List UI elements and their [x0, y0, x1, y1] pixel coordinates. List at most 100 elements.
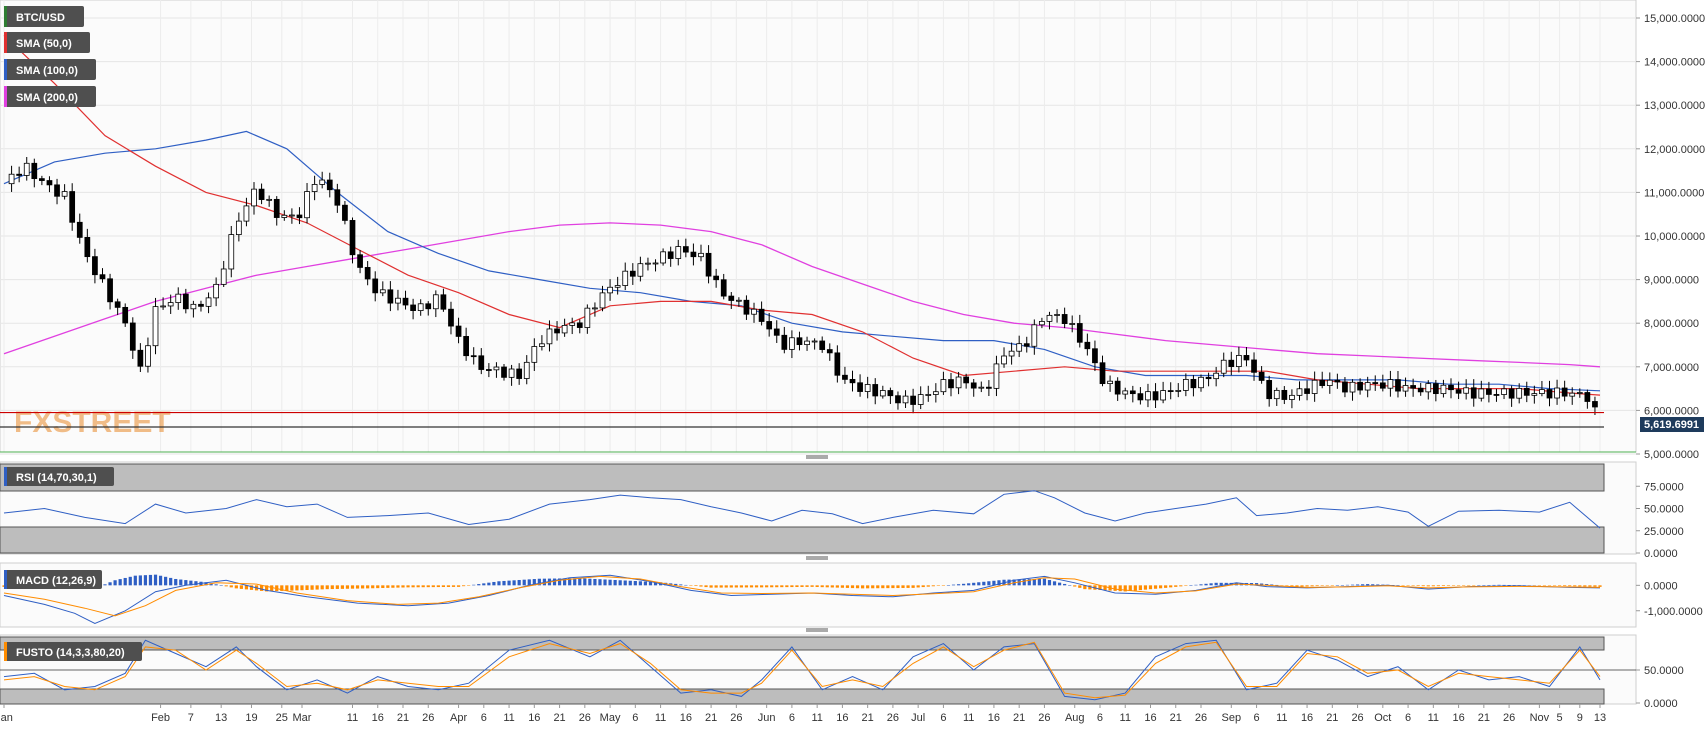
macd-bar — [366, 585, 370, 589]
panel-splitter[interactable] — [806, 556, 828, 560]
macd-bar — [810, 585, 814, 587]
macd-bar — [1406, 585, 1410, 586]
candle-body — [705, 252, 712, 277]
candle-body — [137, 349, 144, 367]
indicator-badge-fusto[interactable]: FUSTO (14,3,3,80,20) — [4, 642, 142, 661]
panel-splitter[interactable] — [806, 455, 828, 459]
macd-bar — [527, 579, 531, 586]
candle-body — [1493, 394, 1500, 396]
x-tick-label: 7 — [188, 712, 194, 724]
candle-body — [508, 368, 515, 378]
candle-body — [1266, 380, 1273, 400]
macd-bar — [1340, 585, 1345, 586]
macd-bar — [467, 585, 471, 586]
rsi-panel[interactable]: 75.0000 50.0000 25.0000 0.0000 — [0, 461, 1684, 560]
macd-bar — [1477, 585, 1481, 586]
candle-body — [1319, 379, 1326, 386]
candle-body — [1455, 389, 1462, 394]
indicator-badge-macd[interactable]: MACD (12,26,9) — [4, 570, 102, 589]
x-tick-label: Sep — [1222, 712, 1242, 724]
candle-body — [1054, 314, 1060, 316]
candle-body — [1523, 387, 1530, 396]
stochastic-panel[interactable]: 50.0000 0.0000 — [0, 634, 1684, 710]
macd-bar — [1593, 585, 1597, 587]
macd-bar — [421, 585, 425, 588]
x-tick-label: May — [600, 712, 621, 724]
macd-bar — [1073, 585, 1077, 587]
candle-body — [1539, 389, 1545, 394]
candle-body — [652, 262, 659, 265]
macd-bar — [153, 574, 158, 586]
macd-bar — [1057, 582, 1062, 586]
macd-bar — [204, 582, 208, 586]
macd-bar — [219, 585, 223, 586]
candle-body — [114, 301, 121, 308]
x-tick-label: Apr — [450, 712, 467, 724]
macd-bar — [931, 585, 935, 587]
candle-body — [781, 334, 788, 350]
macd-bar — [1451, 585, 1456, 586]
candle-body — [1092, 348, 1098, 364]
macd-bar — [1270, 584, 1274, 586]
macd-bar — [1164, 585, 1168, 588]
indicator-badge-rsi[interactable]: RSI (14,70,30,1) — [4, 467, 114, 486]
macd-bar — [295, 585, 299, 591]
indicator-badge-label: SMA (200,0) — [16, 92, 78, 104]
x-tick-label: 9 — [1577, 712, 1583, 724]
macd-bar — [340, 585, 344, 589]
candle-body — [940, 379, 947, 393]
macd-bar — [850, 585, 855, 589]
candle-body — [1501, 388, 1507, 395]
indicator-badge-sma200[interactable]: SMA (200,0) — [4, 86, 96, 107]
macd-bar — [1557, 585, 1562, 586]
candle-body — [660, 251, 666, 264]
candle-body — [190, 303, 197, 310]
indicator-badge-btcusd[interactable]: BTC/USD — [4, 6, 84, 27]
macd-bar — [608, 579, 612, 586]
candle-body — [1061, 314, 1068, 324]
macd-bar — [1497, 584, 1501, 586]
candle-body — [357, 254, 363, 268]
panel-splitter[interactable] — [806, 628, 828, 632]
rsi-line — [3, 490, 1601, 529]
candle-body — [501, 366, 507, 378]
candle-body — [1243, 355, 1250, 361]
indicator-badge-sma50[interactable]: SMA (50,0) — [4, 32, 90, 53]
macd-bar — [1189, 585, 1193, 586]
candle-body — [1069, 323, 1076, 325]
macd-bar — [522, 579, 526, 586]
macd-bar — [371, 585, 375, 589]
macd-bar — [1138, 585, 1142, 591]
candle-body — [1039, 320, 1045, 326]
candle-body — [402, 297, 409, 306]
macd-bar — [259, 585, 264, 591]
rsi-path — [3, 490, 1601, 529]
price-panel[interactable]: FXSTREET 15,000.0000 14,000.0000 13,000.00… — [0, 0, 1705, 461]
macd-bar — [1396, 585, 1400, 586]
macd-bar — [997, 580, 1001, 586]
x-tick-label: Aug — [1065, 712, 1085, 724]
macd-bar — [1507, 585, 1511, 586]
candle-body — [16, 173, 23, 176]
indicator-badge-sma100[interactable]: SMA (100,0) — [4, 59, 96, 80]
candle-body — [690, 251, 697, 258]
macd-bar — [497, 581, 501, 586]
candle-body — [637, 263, 644, 277]
macd-bar — [174, 578, 178, 586]
candle-body — [607, 286, 613, 294]
macd-bar — [714, 585, 718, 588]
candle-body — [417, 303, 424, 311]
candle-body — [31, 162, 38, 180]
candle-body — [311, 184, 318, 192]
candle-body — [228, 234, 235, 270]
macd-bar — [1249, 583, 1254, 586]
price-axis-tick-label: 12,000.0000 — [1644, 144, 1705, 156]
macd-bar — [310, 585, 314, 590]
candle-body — [304, 191, 310, 219]
macd-bar — [1532, 585, 1536, 586]
x-tick-label: Oct — [1374, 712, 1391, 724]
candle-body — [251, 188, 257, 207]
candle-body — [1122, 390, 1129, 395]
macd-panel[interactable]: 0.0000 -1,000.0000 — [0, 562, 1703, 628]
candle-body — [523, 361, 530, 379]
